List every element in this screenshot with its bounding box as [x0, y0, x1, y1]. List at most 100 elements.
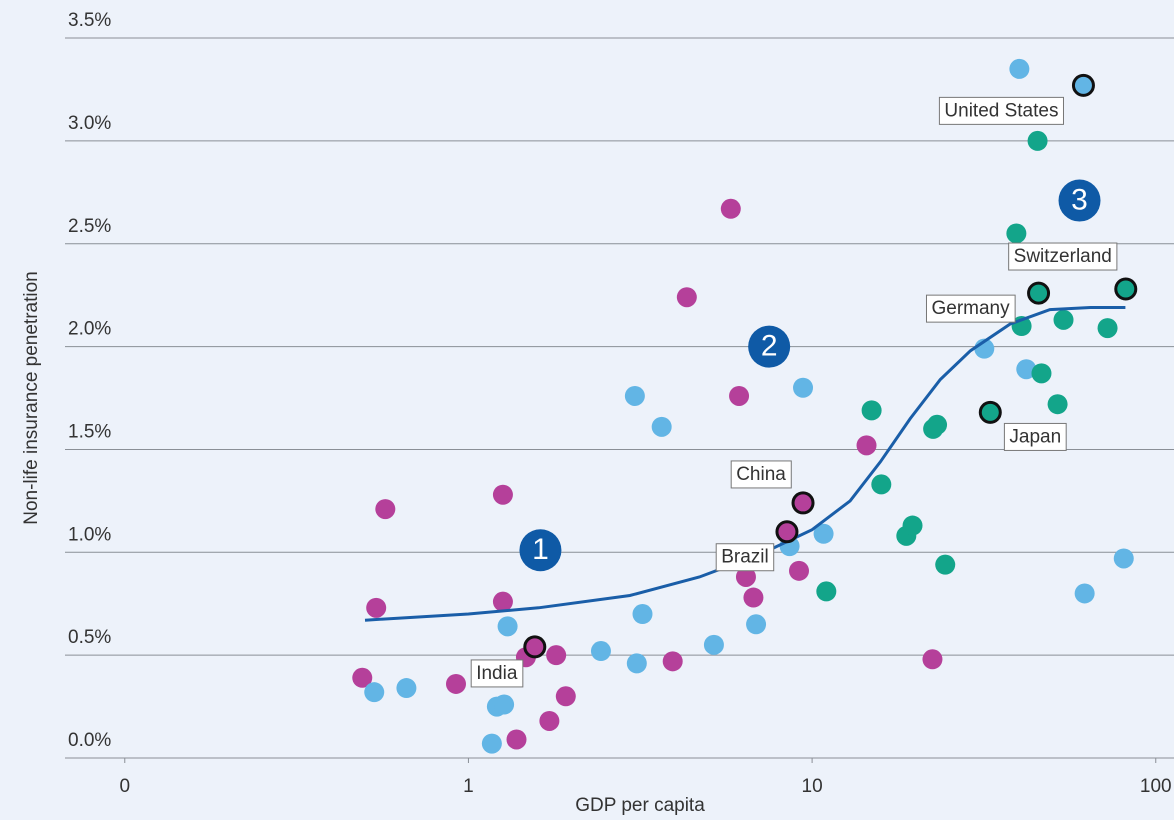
point — [861, 400, 882, 421]
y-tick-label: 0.5% — [68, 627, 111, 648]
annotation-marker — [748, 325, 791, 368]
point — [352, 667, 373, 688]
point — [481, 733, 502, 754]
highlight-point — [775, 520, 799, 544]
point — [626, 653, 647, 674]
x-tick-label: 10 — [802, 776, 823, 797]
y-tick-label: 1.0% — [68, 524, 111, 545]
point — [1009, 58, 1030, 79]
point — [1047, 394, 1068, 415]
label-box — [938, 96, 1064, 125]
point — [445, 673, 466, 694]
point — [651, 416, 672, 437]
point — [546, 645, 567, 666]
label-box — [715, 543, 775, 572]
annotation-marker — [519, 529, 562, 572]
annotation-number: 3 — [1071, 183, 1088, 216]
point — [662, 651, 683, 672]
point — [935, 554, 956, 575]
point — [703, 634, 724, 655]
country-name: India — [476, 663, 518, 684]
point — [735, 566, 756, 587]
point — [729, 385, 750, 406]
point — [927, 414, 948, 435]
point — [746, 614, 767, 635]
highlight-point — [978, 400, 1002, 424]
label-box — [1008, 242, 1118, 271]
country-label: Switzerland — [1008, 242, 1118, 271]
y-tick-label: 3.5% — [68, 10, 111, 31]
label-box — [925, 294, 1016, 323]
point — [375, 499, 396, 520]
point — [720, 198, 741, 219]
point — [1053, 309, 1074, 330]
point — [366, 597, 387, 618]
point — [902, 515, 923, 536]
y-tick-label: 0.0% — [68, 730, 111, 751]
y-axis-label: Non-life insurance penetration — [21, 271, 42, 525]
point — [632, 604, 653, 625]
y-tick-label: 3.0% — [68, 113, 111, 134]
country-label: United States — [938, 96, 1064, 125]
country-name: Japan — [1009, 426, 1061, 447]
label-box — [470, 659, 524, 688]
label-box — [730, 460, 792, 489]
point — [364, 682, 385, 703]
label-box — [1003, 422, 1067, 451]
country-name: Brazil — [721, 547, 769, 568]
x-axis-label: GDP per capita — [575, 795, 705, 816]
annotation-marker — [1058, 179, 1101, 222]
country-label: Brazil — [715, 543, 775, 572]
highlight-point — [1114, 277, 1138, 301]
point — [1113, 548, 1134, 569]
y-tick-label: 2.0% — [68, 319, 111, 340]
highlight-point — [1071, 73, 1095, 97]
point — [1074, 583, 1095, 604]
point — [743, 587, 764, 608]
highlight-point — [1027, 281, 1051, 305]
annotation-number: 2 — [761, 330, 778, 363]
point — [539, 710, 560, 731]
y-tick-label: 1.5% — [68, 421, 111, 442]
point — [555, 686, 576, 707]
point — [816, 581, 837, 602]
point — [789, 560, 810, 581]
highlight-point — [523, 635, 547, 659]
country-name: Switzerland — [1014, 246, 1112, 267]
trend-line — [364, 306, 1126, 622]
point — [497, 616, 518, 637]
country-label: India — [470, 659, 524, 688]
point — [492, 591, 513, 612]
country-name: United States — [944, 100, 1058, 121]
point — [492, 484, 513, 505]
point — [676, 287, 697, 308]
point — [1027, 130, 1048, 151]
country-name: China — [736, 464, 786, 485]
point — [506, 729, 527, 750]
point — [494, 694, 515, 715]
y-tick-label: 2.5% — [68, 216, 111, 237]
point — [624, 385, 645, 406]
point — [1006, 223, 1027, 244]
point — [813, 523, 834, 544]
point — [922, 649, 943, 670]
point — [1016, 359, 1037, 380]
point — [590, 641, 611, 662]
country-label: Germany — [925, 294, 1016, 323]
annotation-number: 1 — [532, 533, 549, 566]
highlight-point — [791, 491, 815, 515]
point — [1031, 363, 1052, 384]
x-tick-label: 100 — [1140, 776, 1172, 797]
point — [396, 678, 417, 699]
country-label: Japan — [1003, 422, 1067, 451]
point — [871, 474, 892, 495]
point — [1097, 318, 1118, 339]
country-label: China — [730, 460, 792, 489]
x-tick-label: 0 — [119, 776, 130, 797]
point — [856, 435, 877, 456]
point — [793, 377, 814, 398]
country-name: Germany — [931, 298, 1010, 319]
x-tick-label: 1 — [463, 776, 474, 797]
